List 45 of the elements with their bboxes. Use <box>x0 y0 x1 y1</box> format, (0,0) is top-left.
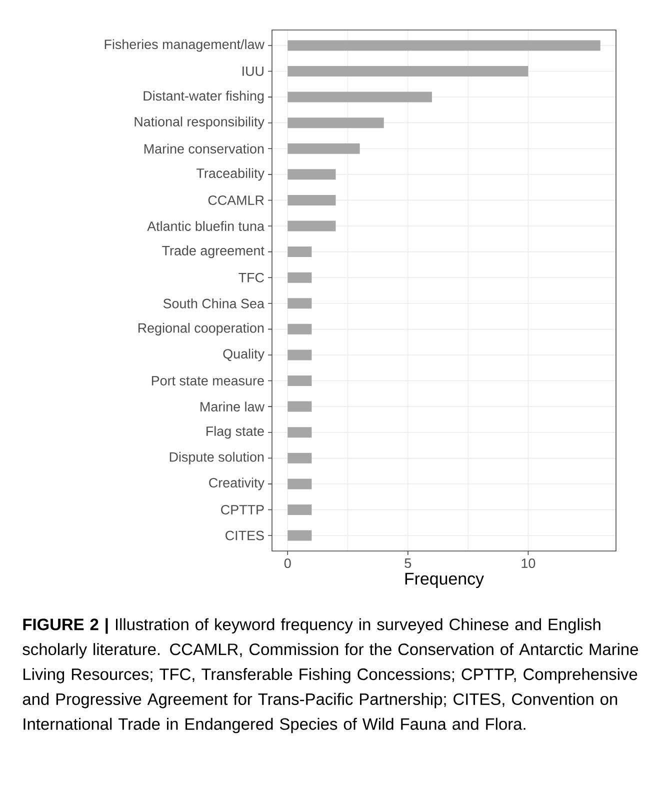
bar <box>288 452 312 464</box>
bar <box>288 246 312 258</box>
bar <box>288 40 600 51</box>
y-tick-label: Port state measure <box>152 376 264 386</box>
bar <box>288 350 312 360</box>
x-tick-label: 10 <box>522 558 536 568</box>
y-tick-label: Marine law <box>200 402 264 412</box>
bar <box>288 478 312 490</box>
y-tick-label: Trade agreement <box>162 246 264 258</box>
y-tick-label: Traceability <box>196 168 264 181</box>
y-tick-label: South China Sea <box>163 298 264 308</box>
bar <box>288 272 312 283</box>
y-tick-label: National responsibility <box>134 116 264 130</box>
y-tick-label: Fisheries management/law <box>104 39 264 52</box>
text: FIGURE 2 | Illustration of keyword frequency in surveyed Chinese and English scholarly literature. CCAMLR, Commission for the Conservation of Antarctic Marine Living Resources; TFC, Transferable Fishing Concessions; CPTTP, Comprehensive and Progressive Agreement for Trans-Pacific Partnership; CITES, Convention on International Trade in Endangered Species of Wild Fauna and Flora. <box>22 618 638 734</box>
bar <box>288 220 336 232</box>
y-tick-label: Flag state <box>206 426 264 439</box>
bar <box>288 143 360 154</box>
bar <box>288 376 312 386</box>
x-tick-label: 5 <box>404 558 412 568</box>
y-tick-label: Regional cooperation <box>138 322 264 336</box>
bar <box>288 194 336 206</box>
x-tick-label: 0 <box>284 558 291 568</box>
bar <box>288 92 432 102</box>
y-tick-label: IUU <box>242 66 264 76</box>
y-tick-label: Marine conservation <box>144 144 264 154</box>
y-tick-label: Atlantic bluefin tuna <box>147 221 264 231</box>
bar <box>288 169 336 180</box>
y-tick-label: Distant-water fishing <box>144 90 264 104</box>
y-tick-label: CPTTP <box>221 504 264 514</box>
bar <box>288 324 312 334</box>
y-tick-label: Quality <box>223 348 264 362</box>
bar <box>288 530 312 541</box>
bar <box>288 118 384 128</box>
y-tick-label: CCAMLR <box>208 195 264 205</box>
y-tick-label: Dispute solution <box>170 452 264 464</box>
y-tick-label: CITES <box>226 530 264 540</box>
y-tick-label: Creativity <box>209 478 264 490</box>
bar <box>288 427 312 438</box>
y-tick-label: TFC <box>238 272 264 282</box>
bar <box>288 66 528 77</box>
x-axis-title: Frequency <box>405 572 484 588</box>
bar <box>288 298 312 309</box>
bar <box>288 504 312 515</box>
bar <box>288 401 312 412</box>
